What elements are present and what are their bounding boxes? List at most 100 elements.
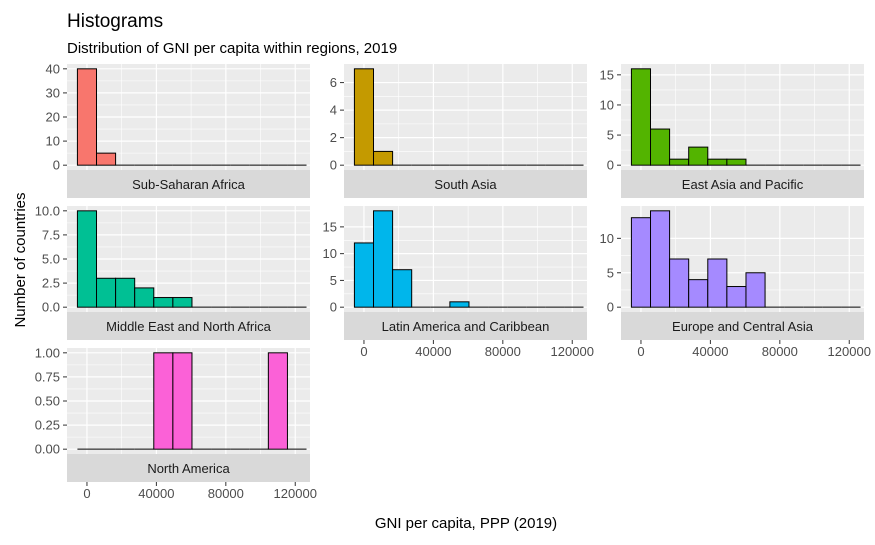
- facet-latin-america-and-caribbean-y-tick-label: 15: [323, 219, 337, 234]
- facet-east-asia-and-pacific-bar: [630, 68, 652, 166]
- facet-east-asia-and-pacific-y-tick-label: 0: [607, 158, 614, 173]
- facet-europe-and-central-asia-y-tick-label: 5: [607, 265, 614, 280]
- facet-sub-saharan-africa-strip: [67, 170, 310, 198]
- facet-north-america-bar: [172, 352, 193, 450]
- facet-europe-and-central-asia-x-tick-label: 0: [637, 344, 644, 359]
- facet-latin-america-and-caribbean-bar: [373, 210, 394, 308]
- facet-sub-saharan-africa-y-tick-label: 30: [46, 85, 60, 100]
- facet-south-asia-y-tick-label: 4: [330, 103, 337, 118]
- facet-middle-east-and-north-africa-strip: [67, 312, 310, 340]
- facet-latin-america-and-caribbean: 0 5 10 15 Latin America and Caribbean 0 40000 8…: [323, 206, 594, 359]
- facet-latin-america-and-caribbean-x-tick-label: 0: [360, 344, 367, 359]
- facet-south-asia-y-tick-label: 0: [330, 158, 337, 173]
- facet-europe-and-central-asia-x-tick-label: 80000: [762, 344, 798, 359]
- facet-europe-and-central-asia-strip-label: Europe and Central Asia: [672, 319, 814, 334]
- facet-middle-east-and-north-africa: 0.0 2.5 5.0 7.5 10.0 Middle East and North Af…: [35, 203, 310, 340]
- facet-north-america-strip-label: North America: [147, 461, 230, 476]
- chart-title: Histograms: [67, 11, 163, 32]
- facet-sub-saharan-africa-bar: [76, 68, 98, 166]
- facet-east-asia-and-pacific-strip-label: East Asia and Pacific: [682, 177, 804, 192]
- facet-east-asia-and-pacific-strip: [621, 170, 864, 198]
- facet-europe-and-central-asia-bar: [650, 210, 671, 308]
- facet-middle-east-and-north-africa-y-tick-label: 5.0: [42, 252, 60, 267]
- facet-north-america-y-tick-label: 1.00: [35, 345, 60, 360]
- facet-east-asia-and-pacific: 0 5 10 15 East Asia and Pacific: [600, 64, 864, 198]
- facet-sub-saharan-africa-y-tick-label: 20: [46, 110, 60, 125]
- facet-latin-america-and-caribbean-y-tick-label: 5: [330, 273, 337, 288]
- facet-middle-east-and-north-africa-y-tick-label: 0.0: [42, 300, 60, 315]
- facet-south-asia-strip-label: South Asia: [434, 177, 497, 192]
- facet-europe-and-central-asia-y-tick-label: 0: [607, 300, 614, 315]
- facet-panels: 0 10 20 30 40 Sub-Saharan Africa 0 2 4 6 South Asi…: [35, 61, 871, 501]
- facet-middle-east-and-north-africa-strip-label: Middle East and North Africa: [106, 319, 272, 334]
- facet-middle-east-and-north-africa-bar: [134, 287, 155, 308]
- facet-middle-east-and-north-africa-bar: [153, 297, 174, 308]
- facet-europe-and-central-asia-strip: [621, 312, 864, 340]
- facet-east-asia-and-pacific-bar: [707, 158, 728, 166]
- facet-latin-america-and-caribbean-x-tick-label: 80000: [485, 344, 521, 359]
- facet-latin-america-and-caribbean-bar: [353, 242, 375, 308]
- facet-latin-america-and-caribbean-x-tick-label: 120000: [551, 344, 594, 359]
- facet-north-america-y-tick-label: 0.75: [35, 369, 60, 384]
- facet-south-asia-bar: [373, 150, 394, 166]
- facet-middle-east-and-north-africa-bar: [115, 277, 136, 308]
- facet-north-america-x-tick-label: 40000: [138, 486, 174, 501]
- facet-europe-and-central-asia-bar: [688, 279, 709, 308]
- facet-east-asia-and-pacific-y-tick-label: 15: [600, 67, 614, 82]
- facet-south-asia-strip: [344, 170, 587, 198]
- facet-north-america-bar: [267, 352, 288, 450]
- facet-latin-america-and-caribbean-bar: [392, 269, 413, 308]
- facet-north-america-y-tick-label: 0.00: [35, 442, 60, 457]
- facet-north-america-x-tick-label: 120000: [274, 486, 317, 501]
- facet-north-america-bar: [153, 352, 174, 450]
- facet-europe-and-central-asia-x-tick-label: 120000: [828, 344, 871, 359]
- facet-sub-saharan-africa-bar: [96, 152, 117, 166]
- facet-latin-america-and-caribbean-bar: [449, 301, 470, 308]
- chart-subtitle: Distribution of GNI per capita within re…: [67, 40, 397, 57]
- facet-south-asia-bar: [353, 68, 375, 166]
- facet-middle-east-and-north-africa-y-tick-label: 7.5: [42, 227, 60, 242]
- y-axis-title: Number of countries: [12, 192, 29, 327]
- facet-sub-saharan-africa-y-tick-label: 40: [46, 61, 60, 76]
- facet-east-asia-and-pacific-bar: [688, 146, 709, 166]
- facet-sub-saharan-africa-y-tick-label: 10: [46, 134, 60, 149]
- facet-middle-east-and-north-africa-bar: [172, 297, 193, 308]
- facet-europe-and-central-asia: 0 5 10 Europe and Central Asia 0 40000 80000 12…: [600, 206, 871, 359]
- facet-latin-america-and-caribbean-y-tick-label: 10: [323, 246, 337, 261]
- facet-south-asia: 0 2 4 6 South Asia: [330, 64, 587, 198]
- facet-sub-saharan-africa-strip-label: Sub-Saharan Africa: [132, 177, 246, 192]
- facet-latin-america-and-caribbean-strip: [344, 312, 587, 340]
- facet-latin-america-and-caribbean-strip-label: Latin America and Caribbean: [382, 319, 550, 334]
- facet-south-asia-y-tick-label: 2: [330, 130, 337, 145]
- facet-europe-and-central-asia-bar: [630, 217, 652, 308]
- facet-south-asia-y-tick-label: 6: [330, 75, 337, 90]
- facet-latin-america-and-caribbean-y-tick-label: 0: [330, 300, 337, 315]
- facet-europe-and-central-asia-y-tick-label: 10: [600, 231, 614, 246]
- facet-east-asia-and-pacific-y-tick-label: 5: [607, 128, 614, 143]
- facet-middle-east-and-north-africa-y-tick-label: 10.0: [35, 203, 60, 218]
- facet-middle-east-and-north-africa-bar: [96, 277, 117, 308]
- facet-east-asia-and-pacific-bar: [669, 158, 690, 166]
- facet-north-america-x-tick-label: 0: [83, 486, 90, 501]
- facet-europe-and-central-asia-bar: [669, 258, 690, 308]
- facet-east-asia-and-pacific-bar: [650, 128, 671, 166]
- facet-north-america: 0.00 0.25 0.50 0.75 1.00 North America 0 40000 8…: [35, 345, 317, 501]
- facet-north-america-y-tick-label: 0.50: [35, 394, 60, 409]
- facet-sub-saharan-africa: 0 10 20 30 40 Sub-Saharan Africa: [46, 61, 310, 198]
- x-axis-title: GNI per capita, PPP (2019): [375, 515, 557, 532]
- facet-latin-america-and-caribbean-x-tick-label: 40000: [415, 344, 451, 359]
- facet-europe-and-central-asia-bar: [726, 286, 747, 308]
- facet-europe-and-central-asia-bar: [707, 258, 728, 308]
- facet-sub-saharan-africa-y-tick-label: 0: [53, 158, 60, 173]
- facet-north-america-y-tick-label: 0.25: [35, 418, 60, 433]
- facet-europe-and-central-asia-bar: [745, 272, 766, 308]
- facet-north-america-strip: [67, 454, 310, 482]
- facet-east-asia-and-pacific-bar: [726, 158, 747, 166]
- facet-east-asia-and-pacific-y-tick-label: 10: [600, 97, 614, 112]
- facet-middle-east-and-north-africa-bar: [76, 210, 98, 308]
- facet-middle-east-and-north-africa-y-tick-label: 2.5: [42, 276, 60, 291]
- facet-north-america-x-tick-label: 80000: [208, 486, 244, 501]
- facet-europe-and-central-asia-x-tick-label: 40000: [692, 344, 728, 359]
